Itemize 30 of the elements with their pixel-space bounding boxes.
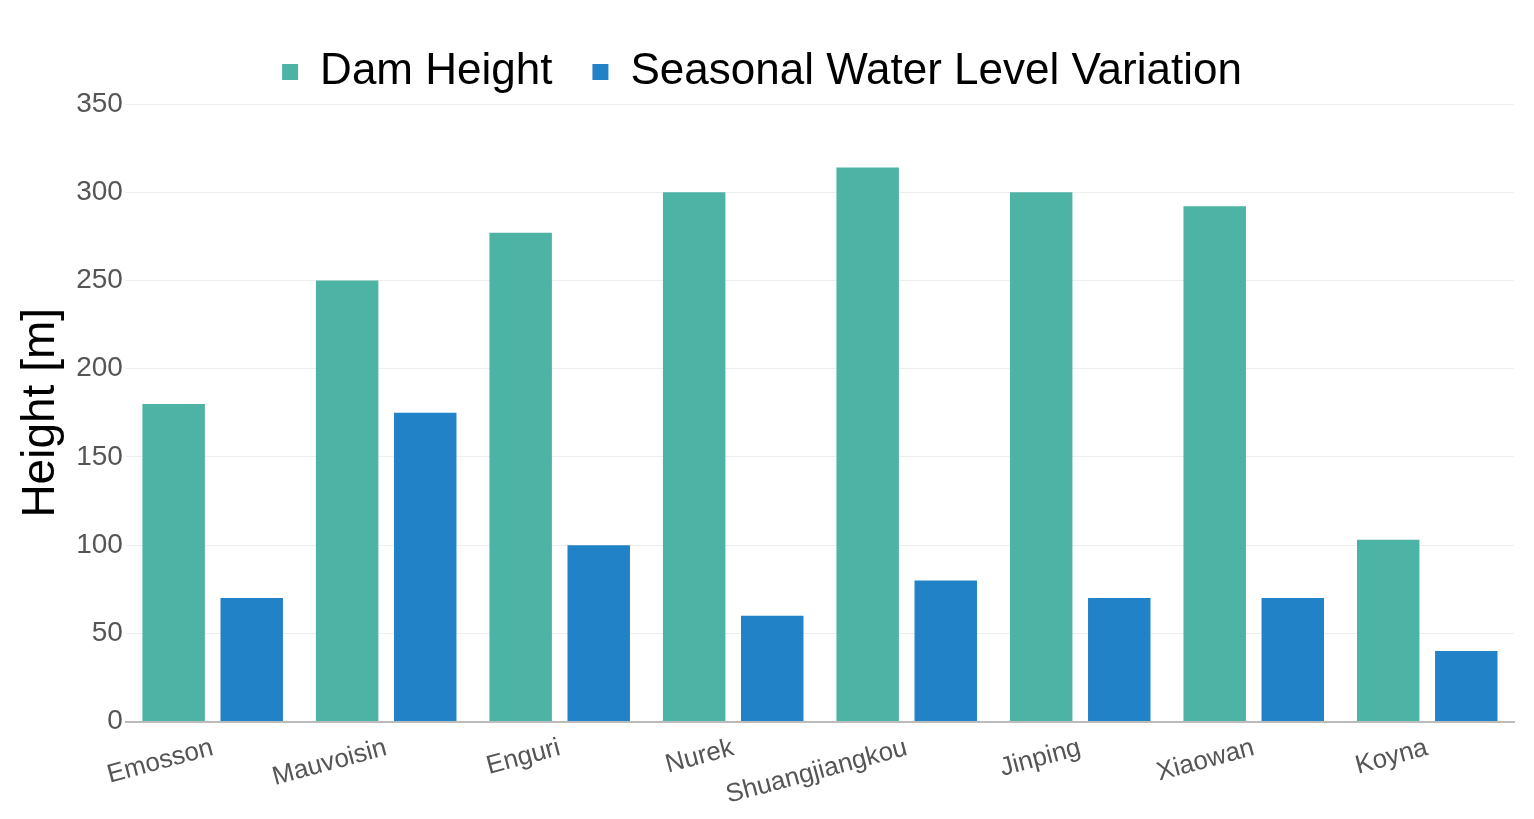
y-axis-title: Height [m] xyxy=(12,307,65,518)
bar xyxy=(489,232,552,722)
y-tick-label: 250 xyxy=(76,263,123,295)
bar xyxy=(315,280,379,722)
y-tick-label: 150 xyxy=(76,439,123,471)
legend-label: Dam Height xyxy=(320,44,553,94)
bar xyxy=(1009,192,1073,722)
bar xyxy=(1088,598,1151,722)
bar xyxy=(1435,651,1498,722)
y-tick-label: 350 xyxy=(76,86,123,118)
bar xyxy=(142,403,205,722)
legend-label: Seasonal Water Level Variation xyxy=(630,44,1242,94)
bar xyxy=(914,580,977,722)
x-tick-label: Jinping xyxy=(996,731,1084,782)
x-tick-label: Koyna xyxy=(1351,731,1432,780)
bar xyxy=(1356,539,1420,722)
y-tick-label: 300 xyxy=(76,174,123,206)
y-tick-label: 100 xyxy=(76,527,123,559)
bar xyxy=(741,615,804,722)
y-tick-label: 200 xyxy=(76,351,123,383)
bar xyxy=(662,192,726,722)
bar xyxy=(567,545,630,722)
x-tick-label: Enguri xyxy=(482,731,564,780)
bar xyxy=(1183,206,1246,722)
bar xyxy=(1261,598,1325,722)
y-tick-label: 50 xyxy=(91,616,123,648)
bar xyxy=(836,167,899,722)
bar xyxy=(393,412,457,722)
x-tick-label: Xiaowan xyxy=(1153,731,1258,787)
bar xyxy=(220,598,283,722)
